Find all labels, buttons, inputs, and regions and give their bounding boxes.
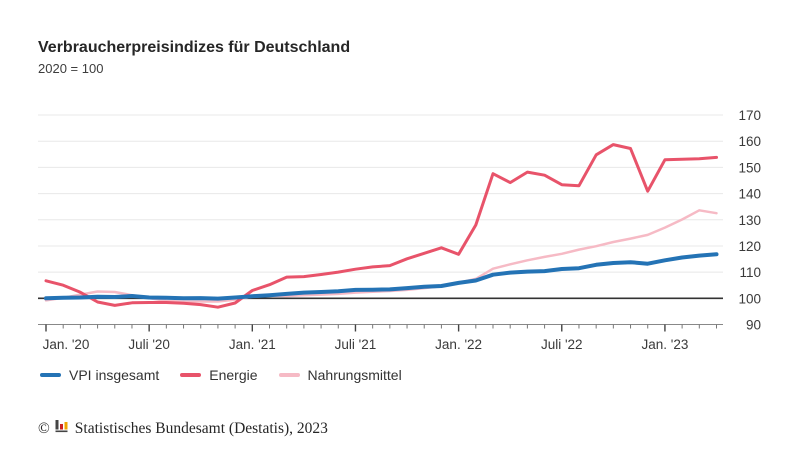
svg-text:Juli '20: Juli '20 bbox=[128, 337, 170, 352]
svg-text:Jan. '23: Jan. '23 bbox=[641, 337, 688, 352]
legend-swatch-nahrungsmittel-icon bbox=[278, 373, 300, 377]
page-title: Verbraucherpreisindizes für Deutschland bbox=[38, 39, 351, 56]
destatis-logo-icon bbox=[55, 418, 70, 438]
legend-swatch-vpi-icon bbox=[40, 373, 61, 377]
svg-text:170: 170 bbox=[738, 108, 761, 123]
legend-label-energie: Energie bbox=[209, 367, 258, 383]
svg-text:120: 120 bbox=[738, 239, 761, 254]
svg-text:150: 150 bbox=[738, 160, 761, 175]
source-text: Statistisches Bundesamt (Destatis), 2023 bbox=[74, 420, 328, 437]
chart-legend: VPI insgesamt Energie Nahrungsmittel bbox=[40, 367, 402, 383]
svg-text:160: 160 bbox=[738, 134, 761, 149]
page-subtitle: 2020 = 100 bbox=[38, 61, 104, 77]
legend-item-vpi-insgesamt: VPI insgesamt bbox=[40, 367, 159, 383]
copyright-symbol: © bbox=[38, 420, 50, 437]
svg-text:140: 140 bbox=[738, 187, 761, 202]
svg-text:Jan. '21: Jan. '21 bbox=[229, 337, 276, 352]
chart-header: Verbraucherpreisindizes für Deutschland … bbox=[38, 38, 350, 76]
svg-text:110: 110 bbox=[739, 265, 761, 280]
legend-item-nahrungsmittel: Nahrungsmittel bbox=[278, 367, 402, 383]
svg-text:Juli '21: Juli '21 bbox=[335, 337, 377, 352]
source-attribution: © Statistisches Bundesamt (Destatis), 20… bbox=[38, 419, 328, 439]
svg-text:130: 130 bbox=[738, 213, 761, 228]
svg-text:Jan. '22: Jan. '22 bbox=[435, 337, 482, 352]
svg-text:Jan. '20: Jan. '20 bbox=[43, 337, 90, 352]
svg-text:100: 100 bbox=[738, 291, 761, 306]
legend-swatch-energie-icon bbox=[180, 373, 202, 377]
legend-item-energie: Energie bbox=[180, 367, 258, 383]
svg-text:90: 90 bbox=[746, 318, 761, 333]
legend-label-nahrungsmittel: Nahrungsmittel bbox=[307, 367, 402, 383]
svg-text:Juli '22: Juli '22 bbox=[541, 337, 583, 352]
legend-label-vpi: VPI insgesamt bbox=[69, 367, 160, 383]
